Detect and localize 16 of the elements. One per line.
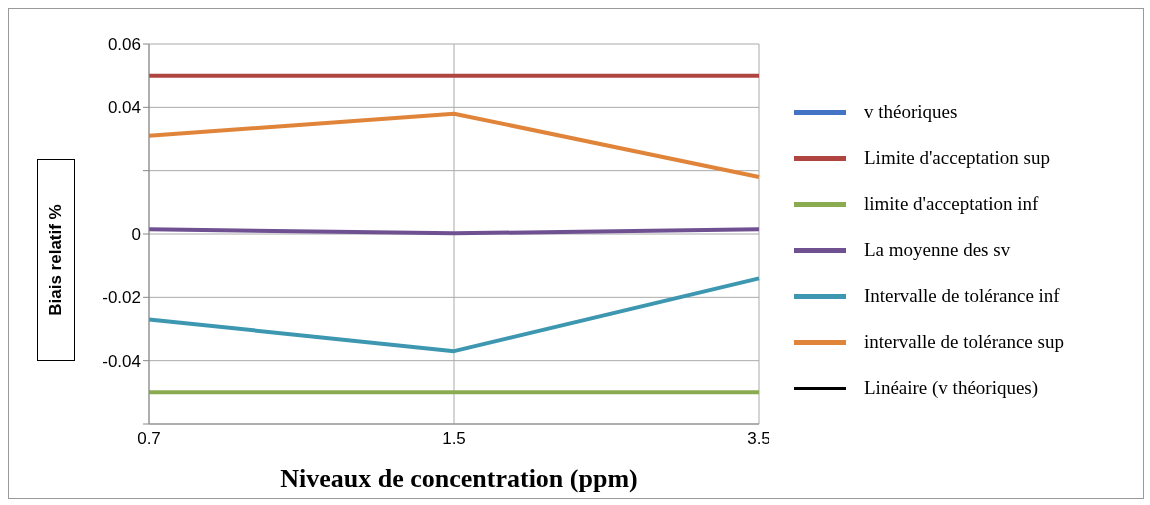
x-tick-label: 0.7: [137, 429, 161, 449]
y-tick-label: -0.04: [102, 351, 141, 371]
legend-label: La moyenne des sv: [864, 239, 1011, 261]
legend-label: Limite d'acceptation sup: [864, 147, 1050, 169]
legend-label: Linéaire (v théoriques): [864, 377, 1039, 399]
x-axis-title: Niveaux de concentration (ppm): [279, 464, 639, 494]
x-tick-label: 1.5: [442, 429, 466, 449]
y-tick-label: 0.04: [107, 98, 141, 118]
legend-label: Intervalle de tolérance inf: [864, 285, 1060, 307]
legend-label: limite d'acceptation inf: [864, 193, 1039, 215]
legend-label: v théoriques: [864, 101, 958, 123]
y-tick-label: 0.06: [107, 35, 141, 55]
legend-label: intervalle de tolérance sup: [864, 331, 1064, 353]
y-axis-title: Biais relatif %: [46, 204, 66, 316]
y-tick-label: -0.02: [102, 288, 141, 308]
y-tick-label: 0: [131, 225, 141, 245]
